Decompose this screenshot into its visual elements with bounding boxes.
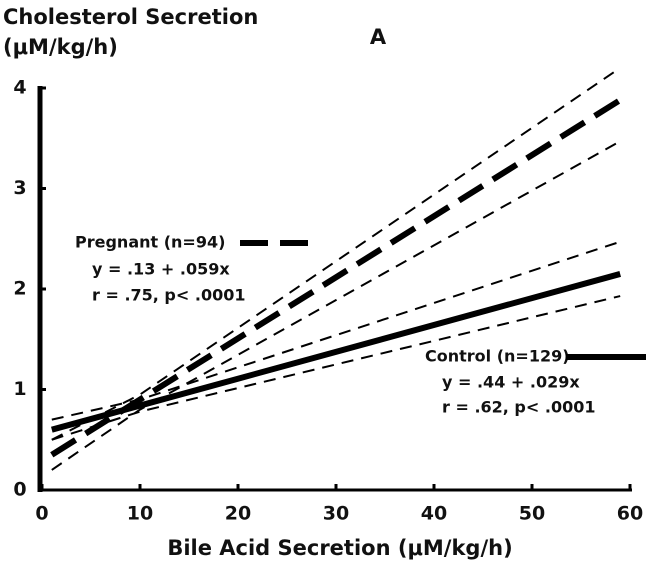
y-axis-label: Cholesterol Secretion: [3, 5, 258, 29]
x-tick-label: 0: [35, 503, 48, 525]
equation: y = .13 + .059x: [92, 260, 230, 279]
series-line: [51, 240, 621, 421]
x-tick-label: 60: [617, 503, 643, 525]
x-tick-label: 40: [421, 503, 447, 525]
x-axis-label: Bile Acid Secretion (μM/kg/h): [167, 536, 512, 560]
statistics: r = .62, p< .0001: [442, 398, 595, 417]
y-tick-label: 2: [13, 278, 26, 300]
series-line: [51, 67, 621, 441]
x-tick-label: 20: [225, 503, 251, 525]
y-tick-label: 3: [13, 177, 26, 199]
equation: y = .44 + .029x: [442, 373, 580, 392]
y-tick-label: 4: [13, 77, 26, 99]
x-tick-label: 30: [323, 503, 349, 525]
statistics: r = .75, p< .0001: [92, 286, 245, 305]
y-axis-label: (μM/kg/h): [3, 35, 118, 59]
series-line: [51, 271, 621, 433]
x-tick-label: 50: [519, 503, 545, 525]
y-tick-label: 1: [13, 378, 26, 400]
chart-title: A: [370, 25, 387, 49]
series-line: [51, 295, 621, 441]
y-tick-label: 0: [13, 479, 26, 501]
legend-label: Pregnant (n=94): [75, 233, 225, 252]
series-line: [51, 140, 621, 471]
x-tick-label: 10: [127, 503, 153, 525]
legend-label: Control (n=129): [425, 347, 570, 366]
